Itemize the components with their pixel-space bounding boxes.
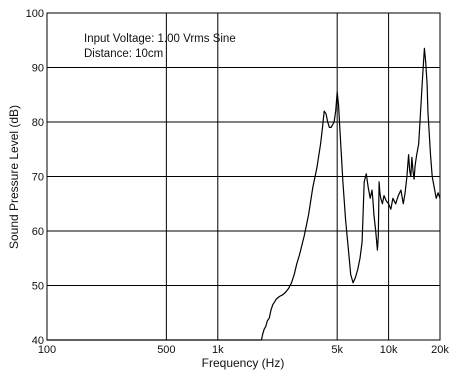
x-tick-label: 5k: [331, 344, 343, 356]
y-tick-label: 80: [32, 117, 44, 129]
grid-lines: [47, 13, 440, 340]
series-line-spl: [47, 47, 441, 341]
annotation-block: Input Voltage: 1.00 Vrms Sine Distance: …: [84, 33, 236, 60]
y-tick-label: 70: [32, 172, 44, 184]
annotation-distance: Distance: 10cm: [84, 48, 163, 60]
y-tick-label: 100: [26, 8, 44, 20]
y-tick-label: 60: [32, 226, 44, 238]
x-tick-label: 20k: [431, 344, 449, 356]
y-tick-label: 40: [32, 335, 44, 347]
x-tick-label: 10k: [380, 344, 398, 356]
y-axis-title: Sound Pressure Level (dB): [7, 105, 21, 249]
x-tick-label: 1k: [212, 344, 224, 356]
y-tick-label: 50: [32, 281, 44, 293]
y-tick-label: 90: [32, 63, 44, 75]
x-tick-labels: 100 500 1k 5k 10k 20k: [38, 344, 450, 356]
annotation-input-voltage: Input Voltage: 1.00 Vrms Sine: [84, 33, 236, 45]
x-tick-label: 500: [157, 344, 175, 356]
y-tick-labels: 40 50 60 70 80 90 100: [26, 8, 44, 347]
x-axis-title: Frequency (Hz): [202, 356, 285, 370]
x-tick-label: 100: [38, 344, 56, 356]
